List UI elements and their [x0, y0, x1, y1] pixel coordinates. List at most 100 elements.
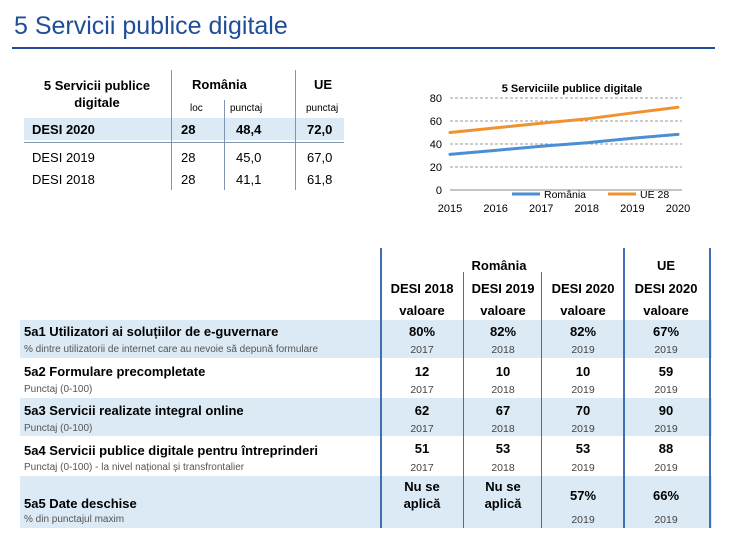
- cell-year: 2019: [654, 462, 678, 474]
- y-tick-label: 20: [430, 162, 442, 174]
- group-header-romania: România: [471, 258, 527, 273]
- row-label: 5a2 Formulare precompletate: [24, 364, 206, 379]
- column-divider: [380, 248, 382, 528]
- row-label: 5a1 Utilizatori ai soluțiilor de e-guver…: [24, 324, 279, 339]
- x-tick-label: 2019: [620, 203, 644, 215]
- summary-divider: [171, 70, 172, 190]
- summary-row-label: DESI 2020: [32, 122, 95, 137]
- summary-sub-punctaj-ue: punctaj: [306, 103, 339, 114]
- cell-year: 2018: [491, 462, 515, 474]
- column-divider: [623, 248, 625, 528]
- summary-row: DESI 2019 28 45,0 67,0: [24, 146, 344, 168]
- x-tick-label: 2016: [483, 203, 507, 215]
- y-tick-label: 0: [436, 185, 442, 197]
- table-row: 5a5 Date deschise % din punctajul maxim …: [20, 476, 712, 528]
- summary-divider: [24, 142, 344, 143]
- cell-year: 2018: [491, 423, 515, 435]
- x-tick-label: 2015: [438, 203, 462, 215]
- column-divider: [709, 248, 711, 528]
- summary-header-label: 5 Servicii publice digitale: [43, 78, 151, 110]
- table-row: 5a3 Servicii realizate integral online P…: [20, 398, 712, 436]
- cell-value: 80%: [408, 324, 436, 339]
- summary-row-loc: 28: [181, 150, 196, 165]
- cell-value: 90: [658, 403, 674, 418]
- summary-sub-punctaj-ro: punctaj: [230, 103, 263, 114]
- title-rule: [12, 47, 715, 49]
- cell-year: 2017: [410, 462, 434, 474]
- row-label: 5a4 Servicii publice digitale pentru înt…: [24, 443, 319, 458]
- cell-year: 2017: [410, 344, 434, 356]
- column-divider: [463, 272, 464, 528]
- cell-year: 2019: [654, 423, 678, 435]
- summary-row-punctaj: 45,0: [236, 150, 262, 165]
- cell-year: 2017: [410, 423, 434, 435]
- col-header: DESI 2020: [551, 281, 615, 296]
- col-header: DESI 2020: [634, 281, 698, 296]
- summary-divider: [295, 70, 296, 190]
- summary-sub-loc: loc: [190, 103, 203, 114]
- col-header: DESI 2019: [471, 281, 535, 296]
- table-row: 5a4 Servicii publice digitale pentru înt…: [20, 436, 712, 476]
- y-tick-label: 80: [430, 93, 442, 105]
- cell-year: 2019: [571, 384, 595, 396]
- summary-row-label: DESI 2018: [32, 172, 95, 187]
- col-subheader: valoare: [399, 303, 445, 318]
- cell-year: 2018: [491, 384, 515, 396]
- cell-year: 2019: [654, 344, 678, 356]
- col-subheader: valoare: [560, 303, 606, 318]
- row-label: 5a3 Servicii realizate integral online: [24, 403, 244, 418]
- cell-year: 2019: [654, 514, 678, 526]
- x-tick-label: 2017: [529, 203, 553, 215]
- cell-value: 12: [414, 364, 430, 379]
- cell-year: 2017: [410, 384, 434, 396]
- row-sublabel: % din punctajul maxim: [24, 514, 125, 525]
- row-sublabel: Punctaj (0-100) - la nivel național și t…: [24, 462, 245, 473]
- cell-value: 10: [575, 364, 591, 379]
- line-chart: 5 Serviciile publice digitale 020406080 …: [430, 83, 690, 215]
- summary-row: DESI 2018 28 41,1 61,8: [24, 168, 344, 190]
- legend-label: UE 28: [640, 189, 669, 201]
- chart-title: 5 Serviciile publice digitale: [502, 83, 643, 95]
- summary-row-punctaj: 48,4: [236, 122, 262, 137]
- series-line-romania: [448, 132, 680, 156]
- cell-year: 2019: [571, 344, 595, 356]
- cell-value: 57%: [569, 488, 597, 503]
- group-header-ue: UE: [656, 258, 676, 273]
- cell-value: 70: [575, 403, 591, 418]
- cell-value: 82%: [489, 324, 517, 339]
- y-tick-label: 40: [430, 139, 442, 151]
- summary-row-punctaj: 41,1: [236, 172, 262, 187]
- cell-value: Nu se aplică: [403, 479, 441, 511]
- cell-year: 2019: [571, 514, 595, 526]
- summary-col-romania: România: [192, 77, 247, 92]
- summary-row-loc: 28: [181, 122, 196, 137]
- cell-year: 2018: [491, 344, 515, 356]
- cell-year: 2019: [571, 423, 595, 435]
- summary-row-ue: 67,0: [307, 150, 333, 165]
- y-tick-label: 60: [430, 116, 442, 128]
- summary-col-ue: UE: [314, 77, 333, 92]
- x-tick-label: 2018: [575, 203, 599, 215]
- cell-value: 10: [495, 364, 511, 379]
- summary-row-ue: 61,8: [307, 172, 333, 187]
- cell-value: 62: [414, 403, 430, 418]
- row-sublabel: Punctaj (0-100): [24, 423, 93, 434]
- series-line-ue: [448, 105, 680, 134]
- cell-value: 67: [495, 403, 511, 418]
- col-subheader: valoare: [480, 303, 526, 318]
- table-row: 5a2 Formulare precompletate Punctaj (0-1…: [20, 358, 712, 398]
- column-divider: [541, 272, 542, 528]
- page-title: 5 Servicii publice digitale: [14, 12, 288, 40]
- summary-divider: [224, 100, 225, 190]
- cell-year: 2019: [571, 462, 595, 474]
- cell-value: 67%: [652, 324, 680, 339]
- cell-value: 53: [575, 441, 591, 456]
- indicators-table: România UE DESI 2018 DESI 2019 DESI 2020…: [20, 248, 712, 538]
- row-sublabel: % dintre utilizatorii de internet care a…: [24, 344, 319, 355]
- cell-value: 53: [495, 441, 511, 456]
- cell-value: 59: [658, 364, 674, 379]
- summary-row: DESI 2020 28 48,4 72,0: [24, 118, 344, 140]
- cell-value: 51: [414, 441, 430, 456]
- cell-value: Nu se aplică: [484, 479, 522, 511]
- row-label: 5a5 Date deschise: [24, 496, 137, 511]
